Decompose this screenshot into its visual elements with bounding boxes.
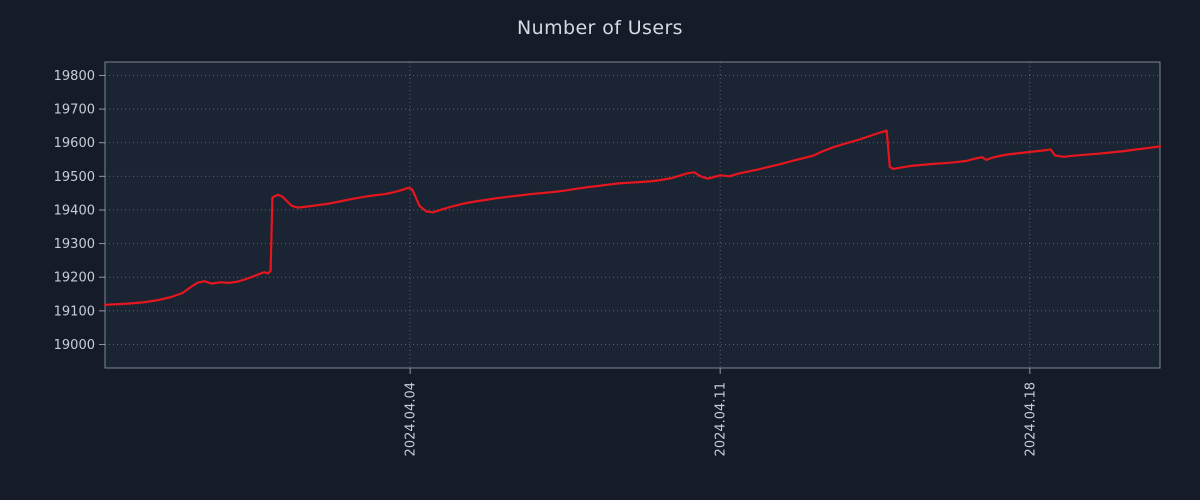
y-tick-label: 19300 — [54, 237, 95, 252]
y-tick-label: 19800 — [54, 69, 95, 84]
plot-area — [105, 62, 1160, 368]
x-tick-label: 2024.04.18 — [1023, 382, 1038, 456]
y-tick-label: 19400 — [54, 203, 95, 218]
y-tick-label: 19600 — [54, 136, 95, 151]
series-line — [103, 129, 1162, 306]
y-tick-label: 19200 — [54, 271, 95, 286]
x-tick-label: 2024.04.11 — [714, 382, 729, 456]
plot-border — [104, 61, 1161, 369]
y-tick-label: 19500 — [54, 170, 95, 185]
y-tick-label: 19100 — [54, 304, 95, 319]
chart-title: Number of Users — [517, 17, 683, 39]
y-tick-label: 19000 — [54, 338, 95, 353]
y-tick-label: 19700 — [54, 103, 95, 118]
x-tick-label: 2024.04.04 — [404, 382, 419, 456]
